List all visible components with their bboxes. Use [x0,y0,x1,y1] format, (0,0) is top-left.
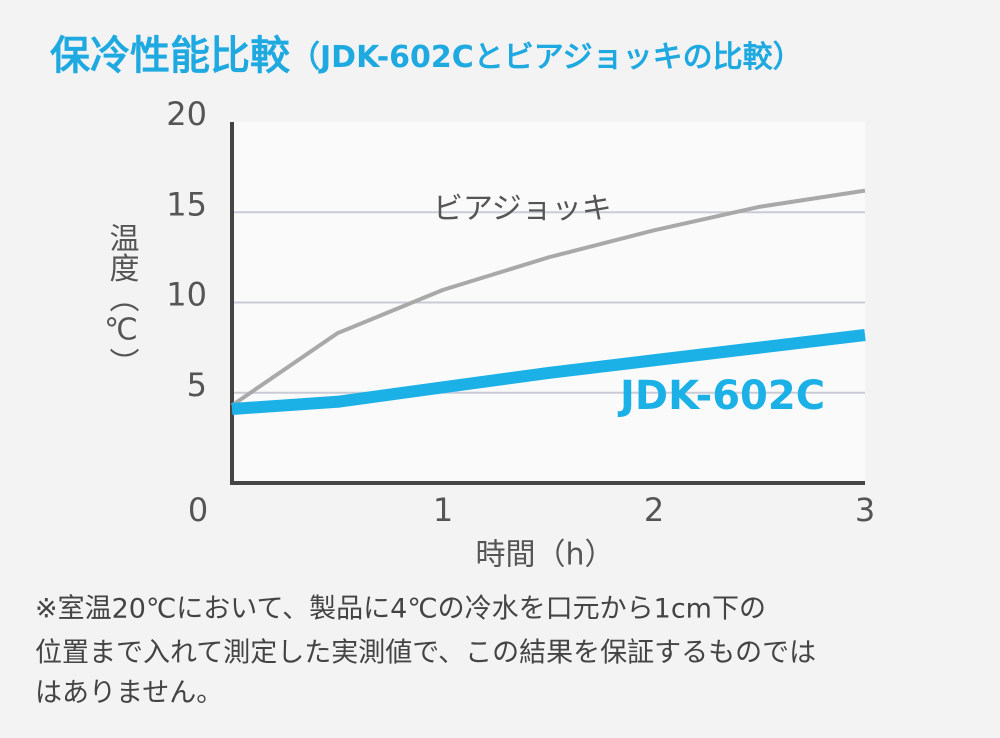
title-text: 保冷性能比較 [50,33,291,79]
note: はありません。 [35,678,223,709]
x-axis-label: 時間（h） [475,538,614,573]
series-line [231,329,866,415]
y-axis-label: 温度（℃） [104,223,140,378]
y-tick-label: 5 [187,366,207,404]
subtitle: （JDK-602Cとビアジョッキの比較） [290,40,803,75]
x-tick-label: 2 [644,491,664,529]
note: ※室温20℃において、製品に4℃の冷水を口元から1cm下の [35,594,766,625]
series-label: JDK-602C [617,373,825,419]
chart-title: 保冷性能比較（JDK-602Cとビアジョッキの比較） [50,33,803,79]
y-tick-label: 10 [166,276,207,314]
x-tick-label: 1 [433,491,453,529]
note: 位置まで入れて測定した実測値で、この結果を保証するものでは [35,638,816,669]
x-tick-label: 3 [855,491,875,529]
series-line [230,188,866,408]
y-tick-label: 20 [166,95,207,133]
y-tick-label: 0 [188,491,208,529]
plot: 0 5 10 15 20 1 2 3 ビアジョッキ JDK-602C [166,95,875,529]
y-tick-label: 15 [166,185,207,223]
series-label: ビアジョッキ [433,192,612,227]
